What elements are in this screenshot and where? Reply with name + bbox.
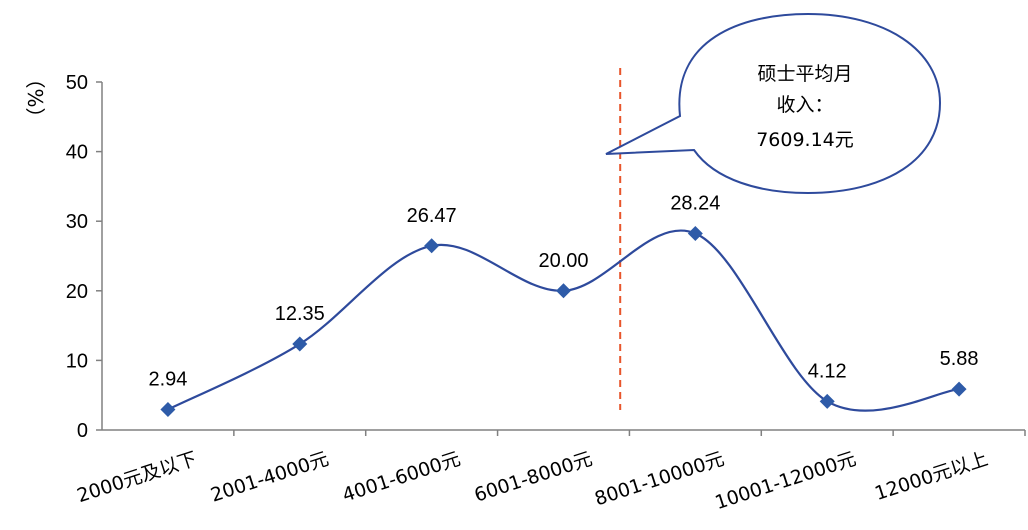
x-category-label: 6001-8000元 — [472, 448, 595, 507]
x-category-label: 8001-10000元 — [592, 448, 727, 511]
data-value-label: 12.35 — [275, 303, 325, 325]
data-point-marker — [819, 393, 835, 409]
data-value-label: 2.94 — [148, 369, 187, 391]
y-tick-label: 40 — [66, 142, 88, 164]
x-axis-categories: 2000元及以下 2001-4000元 4001-6000元 6001-8000元80… — [74, 430, 1026, 514]
annotation-callout: 硕士平均月 收入： 7609.14元 — [605, 12, 942, 195]
y-axis-unit-label: （%） — [23, 68, 47, 127]
x-category-label: 10001-12000元 — [712, 448, 858, 514]
data-value-label: 5.88 — [940, 348, 979, 370]
y-tick-label: 0 — [77, 420, 88, 442]
data-labels: 2.94 12.35 26.47 20.00 28.24 4.12 5.88 — [148, 192, 978, 390]
x-category-label: 2001-4000元 — [208, 448, 331, 507]
annotation-line-1: 硕士平均月 — [757, 63, 852, 85]
annotation-line-3: 7609.14元 — [756, 129, 854, 151]
y-tick-label: 30 — [66, 211, 88, 233]
x-category-label: 4001-6000元 — [340, 448, 463, 507]
data-point-marker — [951, 381, 967, 397]
data-markers — [160, 225, 967, 418]
axes — [101, 82, 1025, 431]
speech-bubble — [605, 12, 942, 195]
data-value-label: 28.24 — [670, 192, 720, 214]
data-value-label: 26.47 — [407, 205, 457, 227]
data-point-marker — [687, 225, 703, 241]
y-tick-label: 50 — [66, 72, 88, 94]
x-category-label: 2000元及以下 — [74, 448, 199, 507]
data-value-label: 4.12 — [808, 360, 847, 382]
y-tick-label: 10 — [66, 350, 88, 372]
y-tick-label: 20 — [66, 281, 88, 303]
y-axis-ticks: 0 10 20 30 40 50 — [66, 72, 102, 442]
data-point-marker — [556, 283, 571, 299]
x-category-label: 12000元以上 — [872, 448, 991, 505]
annotation-line-2: 收入： — [776, 94, 833, 116]
data-point-marker — [160, 402, 176, 418]
data-point-marker — [424, 238, 440, 254]
data-value-label: 20.00 — [538, 250, 588, 272]
data-point-marker — [292, 336, 308, 352]
